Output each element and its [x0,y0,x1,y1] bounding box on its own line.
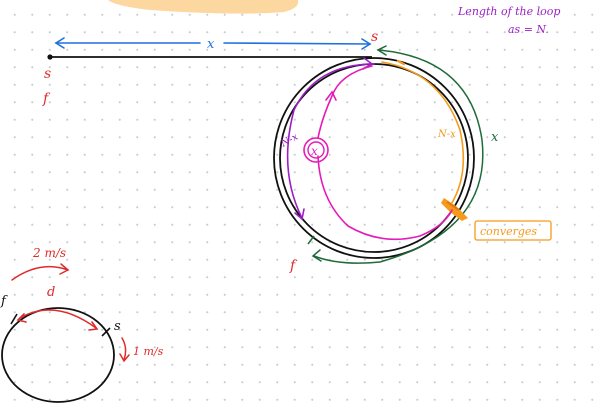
start-point [47,54,53,60]
magenta-path [317,65,453,241]
f-label-start: f [42,91,51,107]
small-f-tick [10,313,18,325]
converge-marker [441,198,468,221]
orange-arc [381,59,465,207]
note-line-2: as = N. [508,23,549,36]
tail-path [47,54,372,60]
f-tick-loop [307,235,315,245]
s-label-loop-entry: s [371,29,378,45]
f-label-loop: f [289,258,298,274]
purple-arc [286,57,375,221]
circled-x-label: x [311,144,318,158]
note-line-1: Length of the loop [457,5,560,18]
f-small-label: f [0,294,8,309]
s-label-start: s [44,66,51,82]
n-minus-x-orange-label: N-x [437,129,456,140]
speed-1-arrow [119,337,130,363]
circled-x [303,137,329,163]
distance-arrow [54,37,372,50]
highlight-stroke [108,0,299,14]
d-label: d [47,285,55,300]
speed-2-arrow [11,263,70,281]
converges-box [474,220,552,241]
loop-circle [273,57,475,259]
speed-1-label: 1 m/s [133,345,164,358]
s-small-label: s [114,319,121,334]
d-arc [16,309,99,331]
x-distance-label: x [207,37,215,52]
small-loop-circle [1,307,115,403]
n-minus-x-purple-label: N-x [278,131,300,150]
x-green-label: x [491,130,499,145]
converges-label: converges [480,225,537,238]
speed-2-label: 2 m/s [32,246,66,260]
green-arc [311,45,484,264]
small-s-tick [101,327,111,337]
